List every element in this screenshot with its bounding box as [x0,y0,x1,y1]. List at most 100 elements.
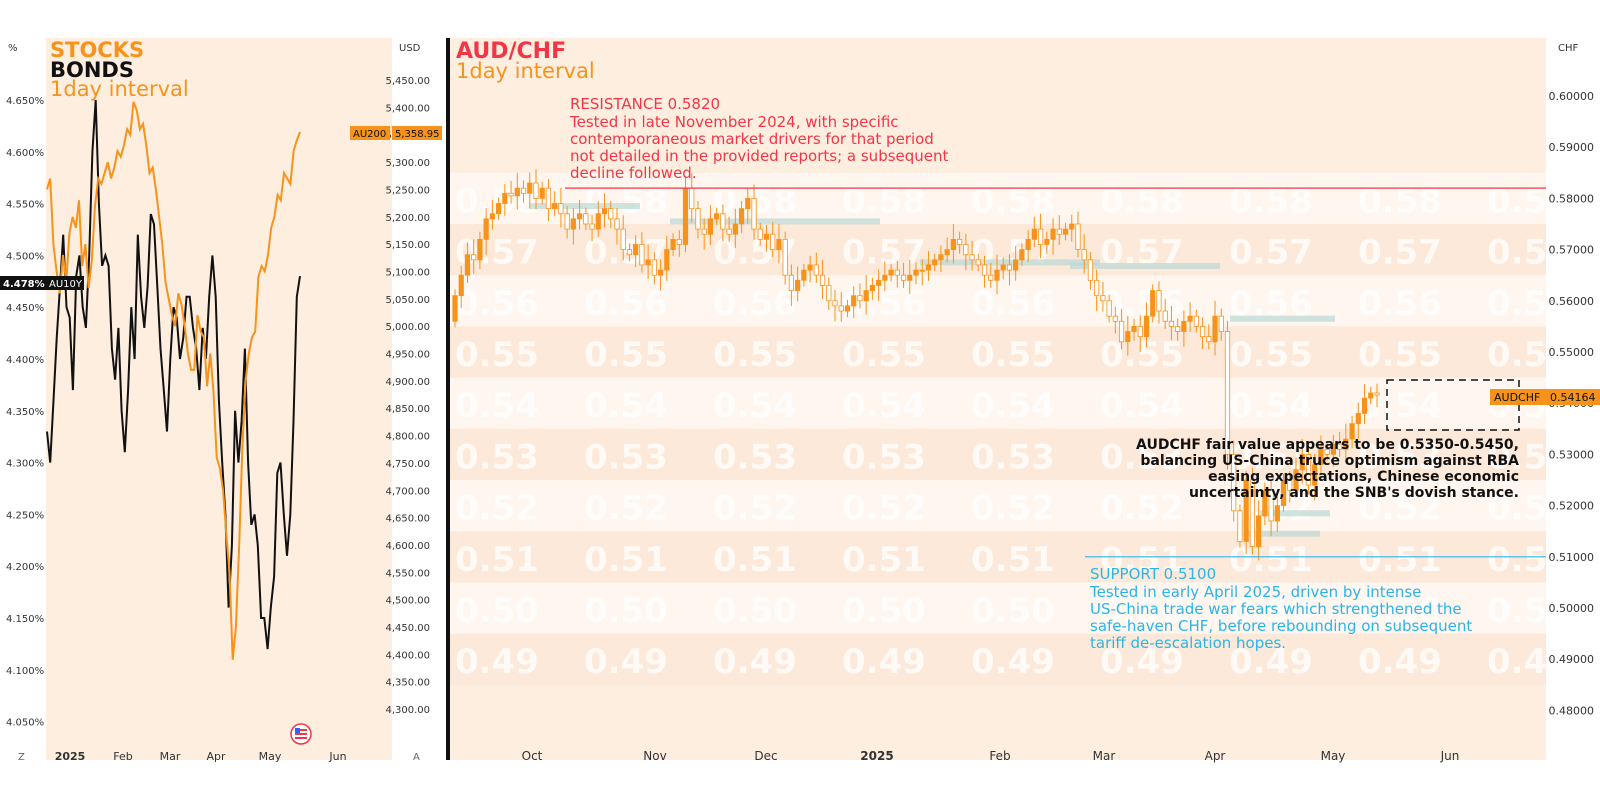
candle-body [489,213,495,220]
price-band [450,480,1546,532]
left-x-tick: May [259,750,282,763]
right-y-tick: 0.59000 [1549,141,1595,154]
watermark-label: 0.50 [713,591,797,631]
bonds-tag-ticker: AU10Y [49,279,83,290]
candle-body [857,295,863,302]
candle-body [545,187,552,210]
watermark-label: 0.57 [1487,233,1571,273]
candle-body [813,264,819,276]
watermark-label: 0.53 [713,437,797,477]
left-corner-a[interactable]: A [413,752,420,763]
watermark-label: 0.58 [1229,181,1313,221]
left-secondary-y-tick: 4,550.00 [385,568,430,579]
candle-body [583,213,589,225]
candle-body [1324,448,1330,455]
watermark-label: 0.54 [842,386,926,426]
resistance-line-1: Tested in late November 2024, with speci… [569,113,899,131]
fair-value-line-4: uncertainty, and the SNB's dovish stance… [1189,485,1519,501]
volume-zone [1260,510,1330,517]
candle-body [1094,279,1100,297]
candle-body [925,264,932,271]
watermark-label: 0.54 [455,386,539,426]
watermark-label: 0.56 [455,284,539,324]
candle-body [876,279,882,286]
candle-body [514,187,520,197]
candle-body [520,187,527,194]
candle-body [1212,315,1218,343]
audchf-title: AUD/CHF [456,39,566,64]
watermark-label: 0.53 [1229,437,1313,477]
candle-body [1256,515,1262,547]
candle-body [1075,223,1081,251]
candle-body [975,259,981,266]
candle-body [695,208,701,230]
watermark-label: 0.56 [713,284,797,324]
resistance-line-2: contemporaneous market drivers for that … [570,130,934,148]
candle-body [657,269,664,276]
candle-body [1013,259,1019,271]
candle-body [969,254,975,261]
right-x-tick: Jun [1440,749,1460,763]
candle-body [763,233,770,240]
candle-body [1062,228,1069,235]
us-flag-icon[interactable] [290,723,312,745]
right-y-tick: 0.48000 [1549,704,1595,717]
bonds-line [46,99,301,650]
candle-body [639,244,645,266]
watermark-label: 0.53 [1487,437,1571,477]
left-y-tick: 4.200% [6,562,44,573]
candle-body [751,197,757,230]
support-line-2: US-China trade war fears which strengthe… [1090,600,1462,618]
watermark-label: 0.55 [455,335,539,375]
candle-body [882,274,888,281]
candle-body [738,208,745,225]
watermark-label: 0.54 [584,386,668,426]
candle-body [552,203,558,210]
watermark-label: 0.50 [1100,591,1184,631]
watermark-label: 0.54 [1100,386,1184,426]
candle-body [1156,290,1162,312]
candlestick-series [452,169,1380,561]
candle-body [801,269,807,281]
left-x-tick: Apr [206,750,226,763]
candle-body [689,187,695,210]
watermark-label: 0.58 [1358,181,1442,221]
left-secondary-y-tick: 4,350.00 [385,678,430,689]
fair-value-line-2: balancing US-China truce optimism agains… [1140,453,1519,469]
candle-body [1374,392,1380,396]
candle-body [670,238,676,251]
watermark-label: 0.58 [455,181,539,221]
candle-body [1368,392,1374,399]
left-secondary-y-tick: 4,700.00 [385,486,430,497]
watermark-label: 0.52 [1358,489,1442,529]
panel-divider [446,38,450,760]
left-secondary-y-tick: 4,600.00 [385,541,430,552]
candle-body [1081,249,1087,261]
watermark-label: 0.57 [842,233,926,273]
left-y-tick: 4.400% [6,355,44,366]
candle-body [720,213,726,230]
watermark-label: 0.58 [842,181,926,221]
left-x-tick: Jun [328,750,346,763]
candle-body [645,259,651,266]
left-secondary-y-tick: 5,050.00 [385,295,430,306]
left-corner-z[interactable]: Z [18,752,25,763]
right-y-tick: 0.51000 [1549,551,1595,564]
right-x-tick: Feb [989,749,1010,763]
candle-body [819,274,826,286]
right-y-tick: 0.53000 [1549,448,1595,461]
candle-body [1280,479,1287,507]
left-x-tick: 2025 [55,750,86,763]
watermark-label: 0.52 [713,489,797,529]
watermark-label: 0.50 [1358,591,1442,631]
left-secondary-y-tick: 5,150.00 [385,240,430,251]
left-secondary-y-tick: 4,450.00 [385,623,430,634]
candle-body [963,244,969,256]
stocks-title: STOCKS [50,38,144,62]
candle-body [869,285,875,291]
left-y-axis: 4.650% 4.600% 4.550% 4.500% 4.450% 4.400% 4.35… [6,96,44,729]
right-y-tick: 0.57000 [1549,244,1595,257]
stocks-line [46,101,301,660]
candle-body [633,244,639,256]
